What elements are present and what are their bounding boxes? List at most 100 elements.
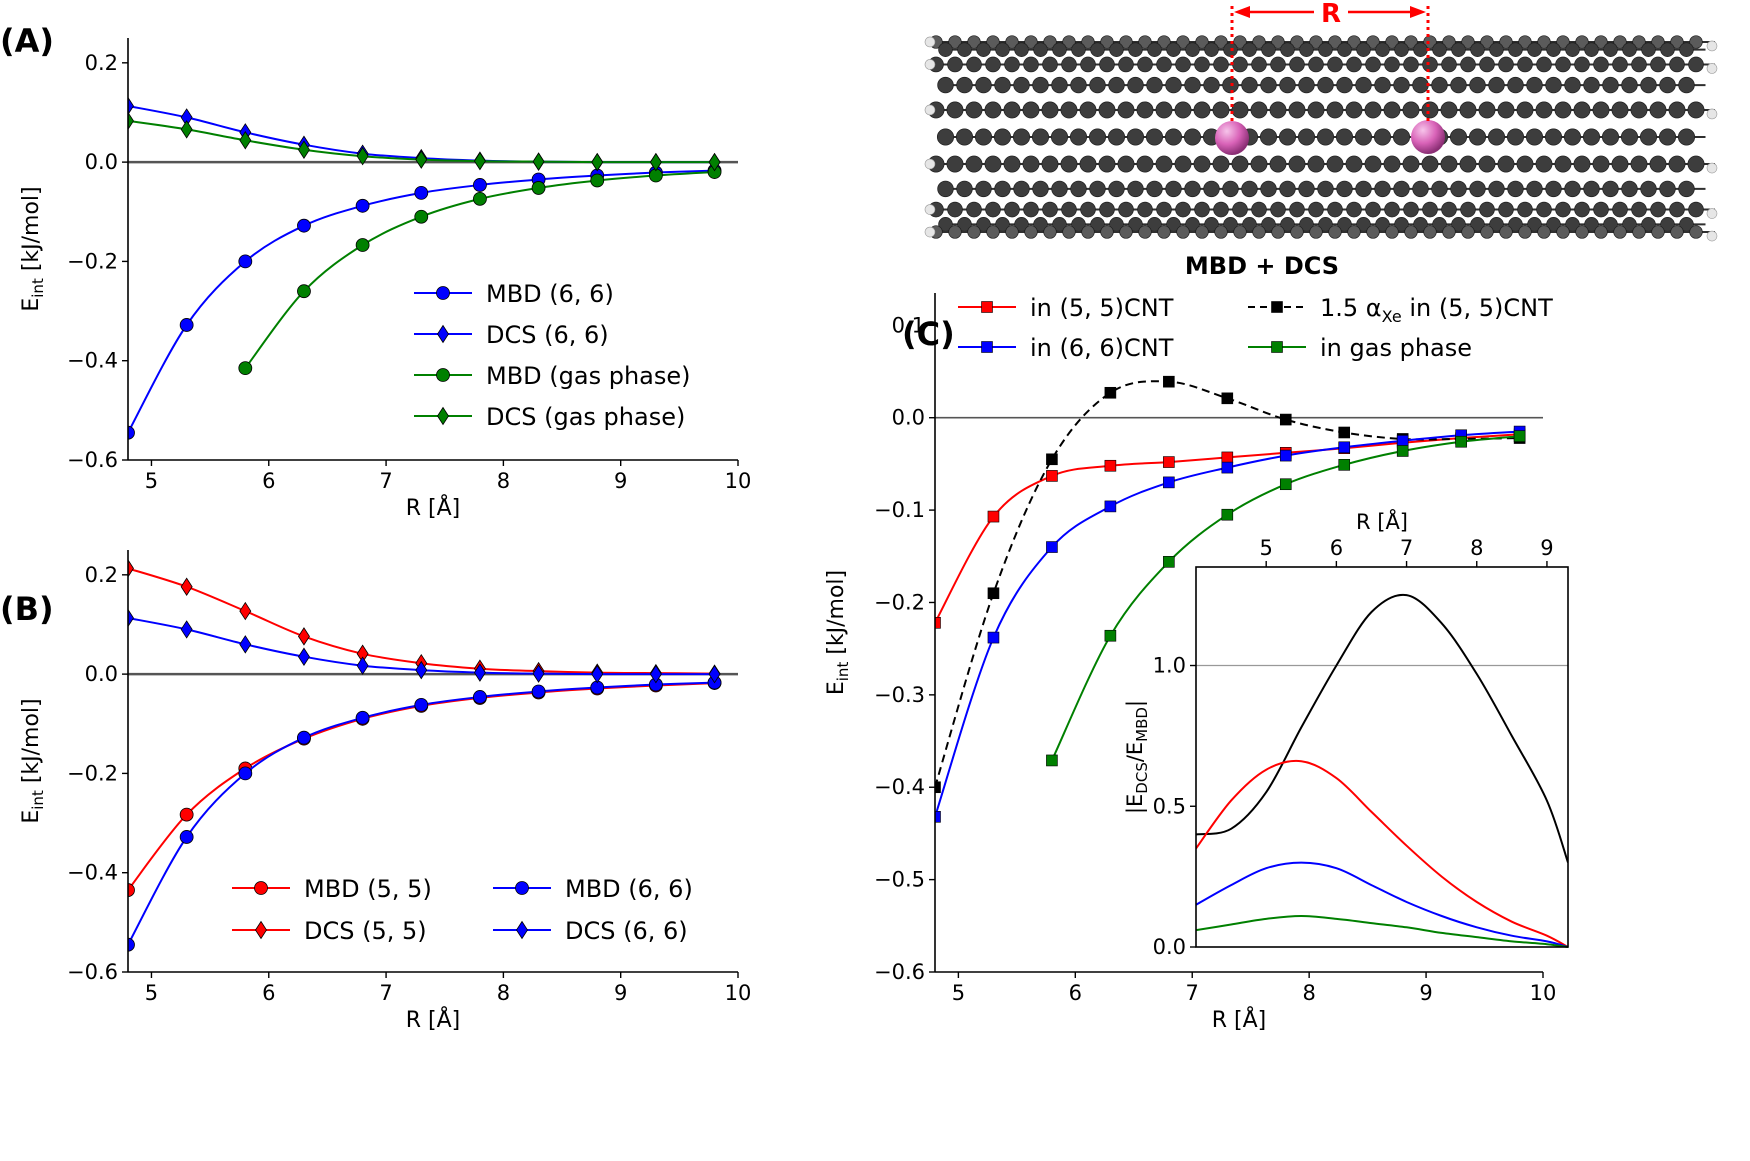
carbon-atom — [1033, 42, 1048, 57]
carbon-atom — [1071, 42, 1086, 57]
carbon-atom — [1469, 180, 1486, 198]
carbon-atom — [1518, 35, 1532, 49]
carbon-atom — [1184, 76, 1201, 94]
carbon-atom — [1271, 35, 1285, 49]
carbon-atom — [1450, 180, 1467, 198]
carbon-atom — [1364, 155, 1382, 173]
data-point-1-4 — [1163, 375, 1175, 388]
x-axis-label: R [Å] — [406, 1006, 461, 1033]
carbon-atom — [975, 76, 992, 94]
carbon-atom — [1563, 128, 1582, 146]
carbon-atom — [1231, 155, 1249, 173]
x-axis-label: R [Å] — [1356, 508, 1408, 534]
series-line-0 — [128, 682, 715, 891]
carbon-atom — [1459, 155, 1477, 173]
y-label-main: E — [824, 681, 849, 695]
legend-label: MBD (5, 5) — [304, 875, 432, 903]
carbon-atom — [1042, 56, 1058, 73]
carbon-atom — [1345, 101, 1363, 119]
carbon-atom — [1195, 35, 1209, 49]
carbon-atom — [1328, 225, 1342, 239]
carbon-atom — [1366, 35, 1380, 49]
y-tick-label: −0.6 — [67, 448, 118, 472]
inset-background — [1196, 567, 1568, 947]
xe-atom-left — [1215, 121, 1249, 155]
hydrogen-atom — [924, 158, 936, 170]
data-point-3-7 — [1455, 435, 1467, 448]
carbon-atom — [1146, 76, 1163, 94]
carbon-atom — [1279, 76, 1296, 94]
carbon-atom — [1461, 35, 1475, 49]
carbon-atom — [1384, 56, 1400, 73]
carbon-atom — [1346, 201, 1362, 218]
carbon-atom — [1250, 101, 1268, 119]
carbon-atom — [1441, 201, 1457, 218]
carbon-atom — [1669, 56, 1685, 73]
carbon-atom — [1336, 180, 1353, 198]
carbon-atom — [1032, 180, 1049, 198]
carbon-atom — [1013, 180, 1030, 198]
carbon-atom — [1497, 101, 1515, 119]
carbon-atom — [1461, 225, 1475, 239]
carbon-atom — [1269, 155, 1287, 173]
x-tick-label: 10 — [1530, 981, 1557, 1005]
carbon-atom — [1100, 35, 1114, 49]
carbon-atom — [1138, 225, 1152, 239]
carbon-atom — [1108, 76, 1125, 94]
carbon-atom — [1594, 225, 1608, 239]
carbon-atom — [1100, 225, 1114, 239]
data-point-2-5 — [531, 181, 546, 195]
carbon-atom — [1308, 201, 1324, 218]
hydrogen-atom — [1706, 63, 1718, 74]
carbon-atom — [1622, 42, 1637, 57]
carbon-atom — [1328, 35, 1342, 49]
carbon-atom — [1032, 76, 1049, 94]
carbon-atom — [966, 56, 982, 73]
hydrogen-atom — [924, 226, 936, 238]
carbon-atom — [1670, 35, 1684, 49]
carbon-atom — [1488, 180, 1505, 198]
carbon-atom — [1137, 56, 1153, 73]
carbon-atom — [1688, 201, 1704, 218]
carbon-atom — [1460, 201, 1476, 218]
panel-label-b: (B) — [0, 590, 54, 628]
carbon-atom — [1689, 35, 1703, 49]
carbon-atom — [1347, 35, 1361, 49]
carbon-atom — [1480, 225, 1494, 239]
carbon-atom — [1098, 155, 1116, 173]
carbon-atom — [985, 201, 1001, 218]
carbon-atom — [1631, 56, 1647, 73]
legend-marker — [981, 341, 993, 353]
x-tick-label: 8 — [497, 981, 510, 1005]
carbon-atom — [1022, 101, 1040, 119]
x-tick-label: 8 — [497, 469, 510, 493]
carbon-atom — [1611, 155, 1629, 173]
panel-label-c: (C) — [902, 315, 955, 353]
carbon-atom — [1431, 180, 1448, 198]
x-tick-label: 7 — [1186, 981, 1199, 1005]
carbon-atom — [1508, 42, 1523, 57]
y-tick-label: −0.2 — [67, 761, 118, 785]
carbon-atom — [1213, 201, 1229, 218]
y-tick-label: −0.6 — [874, 960, 925, 984]
carbon-atom — [1081, 225, 1095, 239]
carbon-atom — [1423, 35, 1437, 49]
chart-title: MBD + DCS — [1185, 252, 1339, 280]
data-point-0-1 — [179, 807, 194, 822]
carbon-atom — [1670, 225, 1684, 239]
carbon-atom — [1317, 76, 1334, 94]
carbon-atom — [1003, 155, 1021, 173]
carbon-atom — [1421, 101, 1439, 119]
series-line-0 — [935, 433, 1520, 624]
x-axis-label: R [Å] — [1212, 1006, 1267, 1033]
series-line-2 — [244, 171, 715, 369]
x-tick-label: 10 — [725, 981, 752, 1005]
carbon-atom — [1499, 225, 1513, 239]
carbon-atom — [1403, 201, 1419, 218]
carbon-atom — [1355, 180, 1372, 198]
carbon-atom — [1024, 35, 1038, 49]
carbon-atom — [1051, 76, 1068, 94]
data-point-3-5 — [415, 150, 428, 169]
y-tick-label: 0.5 — [1153, 794, 1186, 818]
carbon-atom — [1023, 56, 1039, 73]
